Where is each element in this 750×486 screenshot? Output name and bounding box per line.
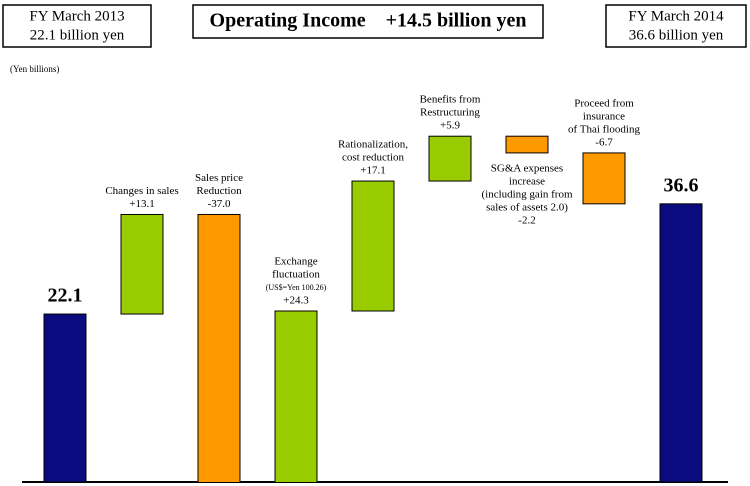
bar [274,310,318,482]
bar [659,203,703,482]
category-label: Rationalization, [338,139,408,151]
right-box [605,4,747,48]
left-box-line: FY March 2013 [29,8,124,24]
value-label: +24.3 [283,295,309,307]
bar [351,180,395,312]
category-label: Changes in sales [105,185,178,197]
category-label: Restructuring [420,107,480,119]
category-label: increase [509,175,545,187]
chart-title: Operating Income +14.5 billion yen [210,10,527,32]
category-label: Benefits from [420,94,481,106]
bar [120,213,164,315]
bar [505,135,549,154]
bar [43,313,87,482]
category-label: fluctuation [272,269,320,281]
total-label: 22.1 [48,285,83,307]
category-label: cost reduction [342,152,405,164]
bar [428,135,472,182]
right-box-line: 36.6 billion yen [629,27,724,43]
left-box-line: 22.1 billion yen [30,27,125,43]
value-label: +17.1 [360,165,385,177]
bar [197,213,241,482]
category-label: SG&A expenses [491,162,563,174]
value-label: +13.1 [129,198,154,210]
category-label: (including gain from [481,188,572,200]
value-label: -6.7 [595,136,613,148]
category-label: sales of assets 2.0) [486,201,568,213]
category-label: Exchange [274,256,317,268]
value-label: +5.9 [440,120,460,132]
total-label: 36.6 [664,174,699,196]
category-label: of Thai flooding [568,123,640,135]
category-label: (US$=Yen 100.26) [266,283,327,292]
category-label: insurance [583,110,625,122]
unit-label: (Yen billions) [10,64,59,74]
value-label: -2.2 [518,214,535,226]
title-box [192,4,544,39]
left-box [2,4,152,48]
bars [43,135,703,482]
category-label: Reduction [196,185,242,197]
right-box-line: FY March 2014 [628,8,724,24]
bar [582,152,626,205]
category-label: Sales price [195,172,243,184]
category-label: Proceed from [574,97,634,109]
value-label: -37.0 [208,198,231,210]
